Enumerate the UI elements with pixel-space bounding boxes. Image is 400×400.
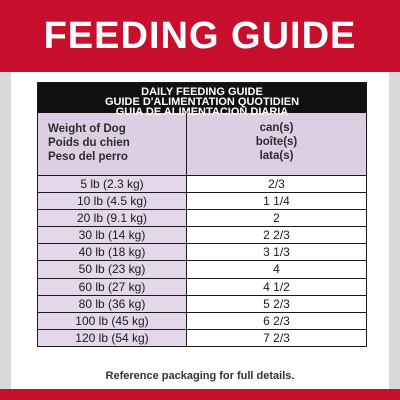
feeding-table: DAILY FEEDING GUIDE GUIDE D'ALIMENTATION…: [37, 82, 367, 347]
cans-cell: 6 2/3: [187, 312, 366, 329]
feeding-panel: DAILY FEEDING GUIDE GUIDE D'ALIMENTATION…: [11, 72, 389, 389]
cans-label: can(s): [259, 122, 294, 134]
table-row: 50 lb (23 kg) 4: [38, 261, 366, 279]
table-heading-line: DAILY FEEDING GUIDE: [141, 86, 263, 98]
table-row: 10 lb (4.5 kg) 1 1/4: [38, 193, 366, 211]
table-heading-line: GUIA DE ALIMENTACION DIARIA: [115, 106, 289, 118]
cans-label: boîte(s): [255, 136, 298, 148]
weight-cell: 10 lb (4.5 kg): [38, 193, 187, 210]
page-title: FEEDING GUIDE: [43, 15, 357, 57]
cans-cell: 2 2/3: [187, 227, 366, 244]
weight-cell: 60 lb (27 kg): [38, 278, 187, 295]
weight-cell: 50 lb (23 kg): [38, 261, 187, 278]
weight-cell: 100 lb (45 kg): [38, 312, 187, 329]
table-row: 5 lb (2.3 kg) 2/3: [38, 176, 366, 194]
bottom-stripe: [0, 389, 400, 400]
table-row: 40 lb (18 kg) 3 1/3: [38, 244, 366, 262]
weight-label: Weight of Dog: [48, 123, 126, 135]
weight-label: Peso del perro: [48, 151, 128, 163]
weight-cell: 30 lb (14 kg): [38, 227, 187, 244]
table-heading-line: GUIDE D'ALIMENTATION QUOTIDIEN: [104, 96, 300, 108]
cans-label: lata(s): [259, 150, 294, 162]
table-row: 30 lb (14 kg) 2 2/3: [38, 227, 366, 245]
table-body: 5 lb (2.3 kg) 2/3 10 lb (4.5 kg) 1 1/4 2…: [38, 176, 366, 346]
weight-cell: 5 lb (2.3 kg): [38, 176, 187, 193]
table-heading: DAILY FEEDING GUIDE GUIDE D'ALIMENTATION…: [38, 83, 366, 118]
weight-cell: 40 lb (18 kg): [38, 244, 187, 261]
weight-cell: 120 lb (54 kg): [38, 329, 187, 346]
table-row: 80 lb (36 kg) 5 2/3: [38, 295, 366, 313]
cans-cell: 4 1/2: [187, 278, 366, 295]
cans-cell: 5 2/3: [187, 295, 366, 312]
weight-cell: 80 lb (36 kg): [38, 295, 187, 312]
cans-cell: 2: [187, 210, 366, 227]
column-headers: Weight of Dog Poids du chien Peso del pe…: [38, 113, 366, 176]
cans-cell: 1 1/4: [187, 193, 366, 210]
cans-cell: 7 2/3: [187, 329, 366, 346]
weight-column-header: Weight of Dog Poids du chien Peso del pe…: [38, 113, 187, 175]
weight-cell: 20 lb (9.1 kg): [38, 210, 187, 227]
cans-column-header: can(s) boîte(s) lata(s): [187, 113, 366, 175]
table-row: 60 lb (27 kg) 4 1/2: [38, 278, 366, 296]
header-banner: FEEDING GUIDE: [0, 0, 400, 72]
table-row: 20 lb (9.1 kg) 2: [38, 210, 366, 228]
cans-cell: 4: [187, 261, 366, 278]
table-row: 100 lb (45 kg) 6 2/3: [38, 312, 366, 330]
cans-cell: 2/3: [187, 176, 366, 193]
weight-label: Poids du chien: [48, 137, 130, 149]
footer-note: Reference packaging for full details.: [105, 370, 295, 382]
table-row: 120 lb (54 kg) 7 2/3: [38, 329, 366, 346]
cans-cell: 3 1/3: [187, 244, 366, 261]
